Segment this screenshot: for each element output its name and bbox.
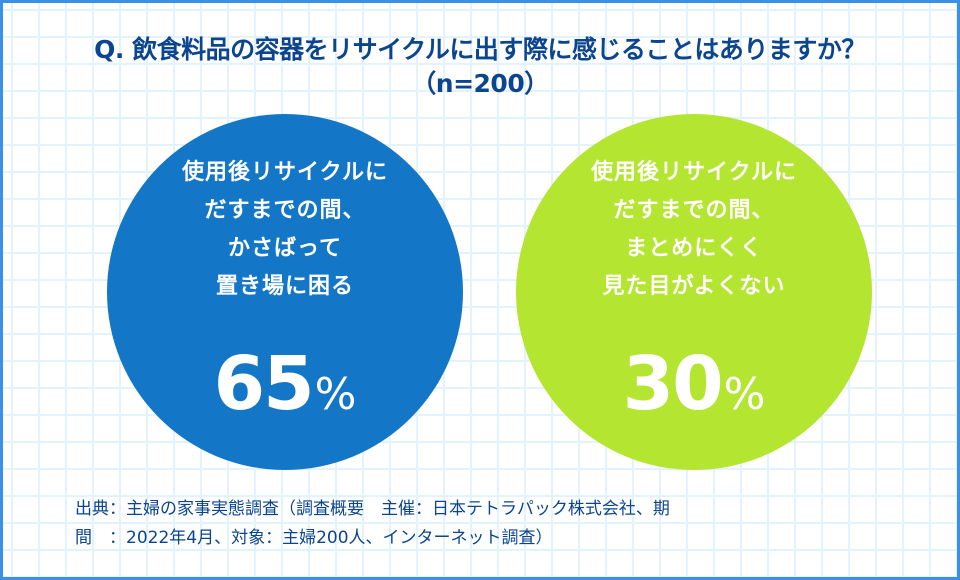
- percentage-value: 65%: [107, 344, 463, 444]
- percentage-number: 30: [622, 341, 724, 427]
- label-line: 使用後リサイクルに: [591, 160, 797, 185]
- label-line: まとめにくく: [625, 236, 763, 261]
- title-sample-size: （n=200）: [411, 69, 549, 98]
- percentage-number: 65: [213, 341, 315, 427]
- circle-label: 使用後リサイクルに だすまでの間、 まとめにくく 見た目がよくない: [516, 154, 872, 306]
- chart-title: Q. 飲食料品の容器をリサイクルに出す際に感じることはありますか？ （n=200…: [3, 33, 957, 101]
- percent-sign: %: [723, 369, 766, 420]
- label-line: 見た目がよくない: [602, 274, 786, 299]
- source-line: 出典：主婦の家事実態調査（調査概要 主催：日本テトラパック株式会社、期: [75, 499, 670, 519]
- label-line: 置き場に困る: [215, 274, 354, 299]
- label-line: だすまでの間、: [204, 198, 366, 223]
- title-question: Q. 飲食料品の容器をリサイクルに出す際に感じることはありますか？: [94, 35, 866, 64]
- percent-sign: %: [314, 369, 357, 420]
- source-note: 出典：主婦の家事実態調査（調査概要 主催：日本テトラパック株式会社、期 間 ：2…: [75, 495, 670, 553]
- label-line: だすまでの間、: [613, 198, 775, 223]
- label-line: 使用後リサイクルに: [182, 160, 388, 185]
- result-circle-storage-space: 使用後リサイクルに だすまでの間、 かさばって 置き場に困る 65%: [107, 114, 463, 470]
- source-line: 間 ：2022年4月、対象：主婦200人、インターネット調査）: [75, 528, 553, 548]
- result-circle-appearance: 使用後リサイクルに だすまでの間、 まとめにくく 見た目がよくない 30%: [516, 114, 872, 470]
- circle-label: 使用後リサイクルに だすまでの間、 かさばって 置き場に困る: [107, 154, 463, 306]
- percentage-value: 30%: [516, 344, 872, 444]
- label-line: かさばって: [228, 236, 342, 261]
